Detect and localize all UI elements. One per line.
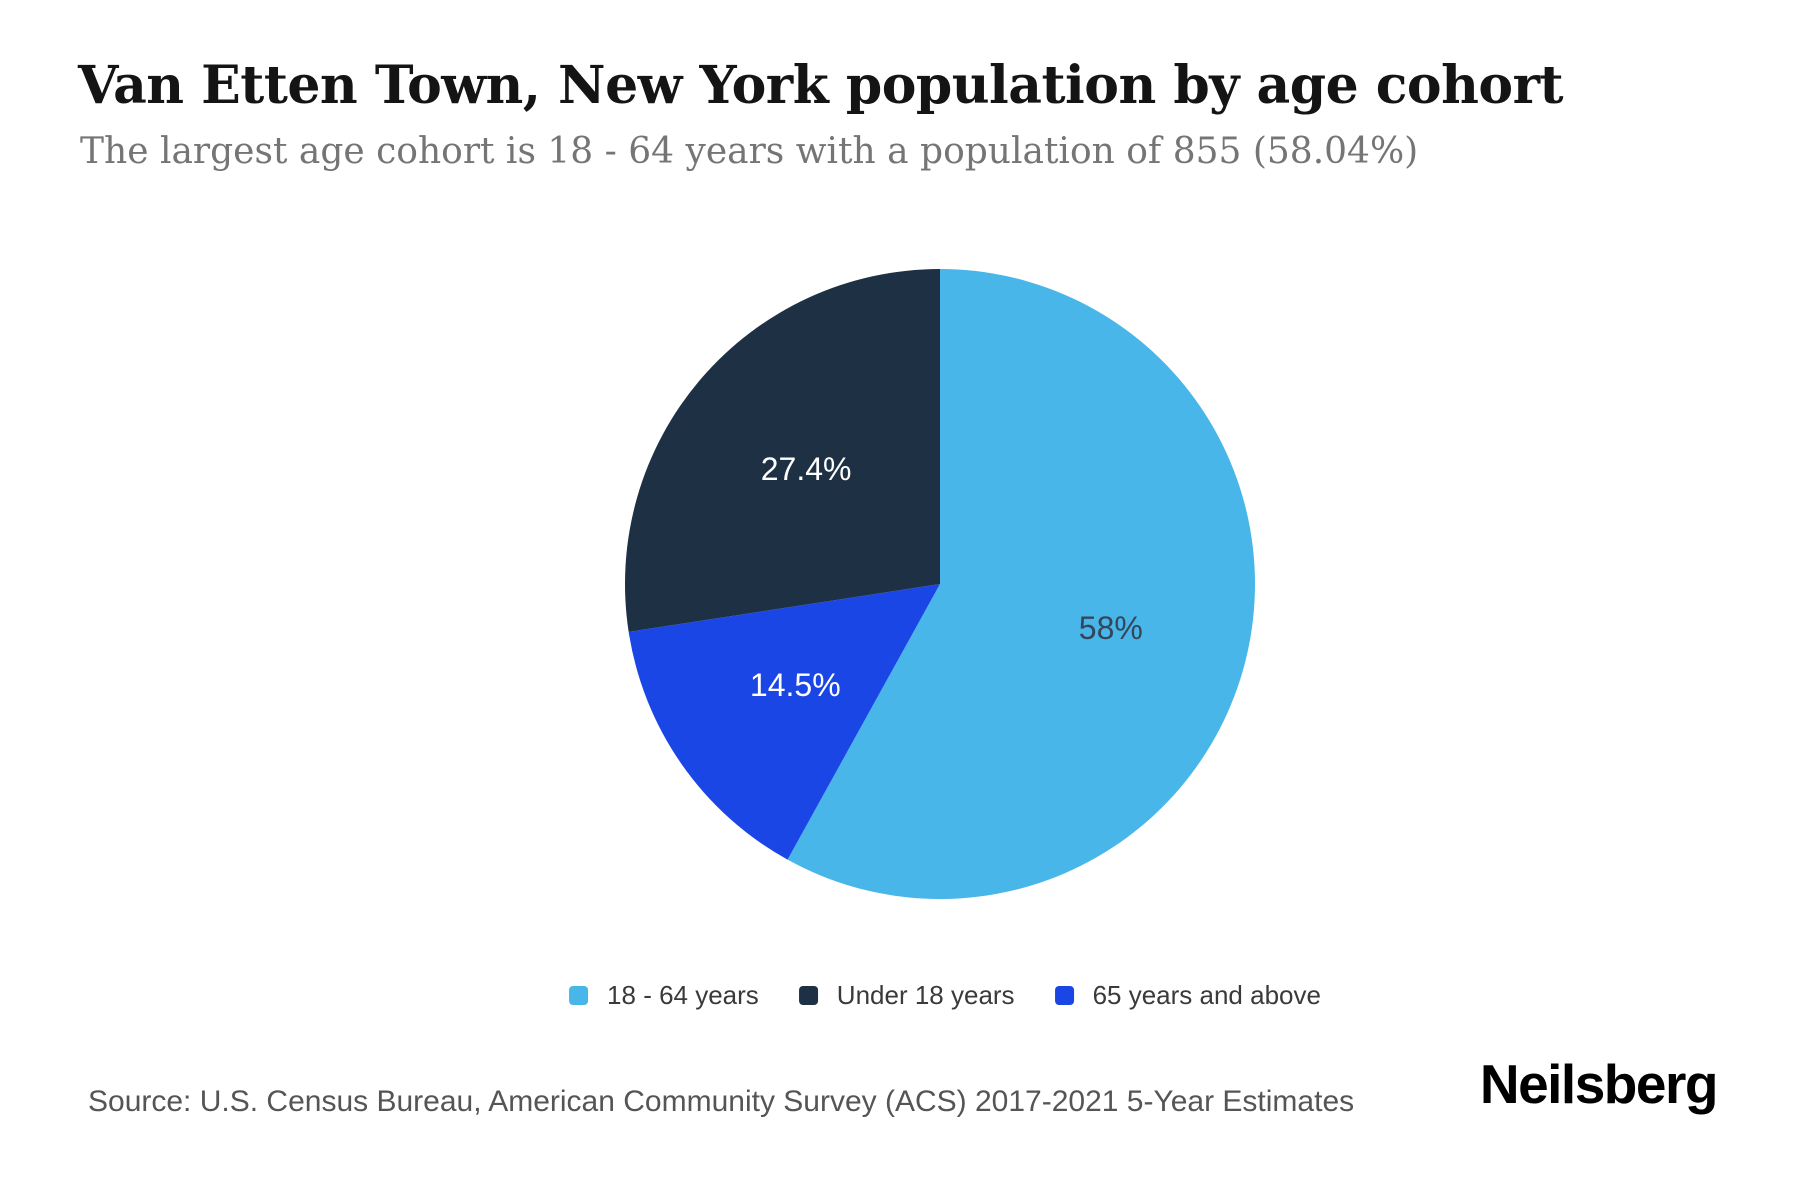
chart-title: Van Etten Town, New York population by a… [78, 55, 1564, 116]
legend-label: 65 years and above [1092, 980, 1321, 1010]
legend-item: Under 18 years [798, 980, 1015, 1011]
pie-slice-18-64-years [787, 269, 1256, 899]
pie-slice-label: 27.4% [761, 451, 852, 487]
brand-logo: Neilsberg [1479, 1053, 1719, 1115]
legend-item: 18 - 64 years [569, 980, 759, 1011]
chart-subtitle: The largest age cohort is 18 - 64 years … [80, 131, 1419, 172]
legend-color-swatch [569, 986, 589, 1005]
pie-slice-65-years-and-above [628, 584, 940, 860]
legend-color-swatch [798, 986, 818, 1005]
pie-slice-under-18-years [624, 269, 940, 632]
legend-label: 18 - 64 years [607, 980, 759, 1010]
pie-slice-label: 14.5% [750, 667, 841, 703]
pie-chart: 58% 14.5% 27.4% [624, 269, 1256, 899]
source-attribution: Source: U.S. Census Bureau, American Com… [88, 1085, 1355, 1118]
legend-label: Under 18 years [836, 980, 1015, 1010]
pie-slice-label: 58% [1079, 610, 1143, 646]
legend-color-swatch [1054, 986, 1074, 1005]
legend-item: 65 years and above [1054, 980, 1321, 1011]
legend: 18 - 64 years Under 18 years 65 years and … [569, 980, 1321, 1011]
